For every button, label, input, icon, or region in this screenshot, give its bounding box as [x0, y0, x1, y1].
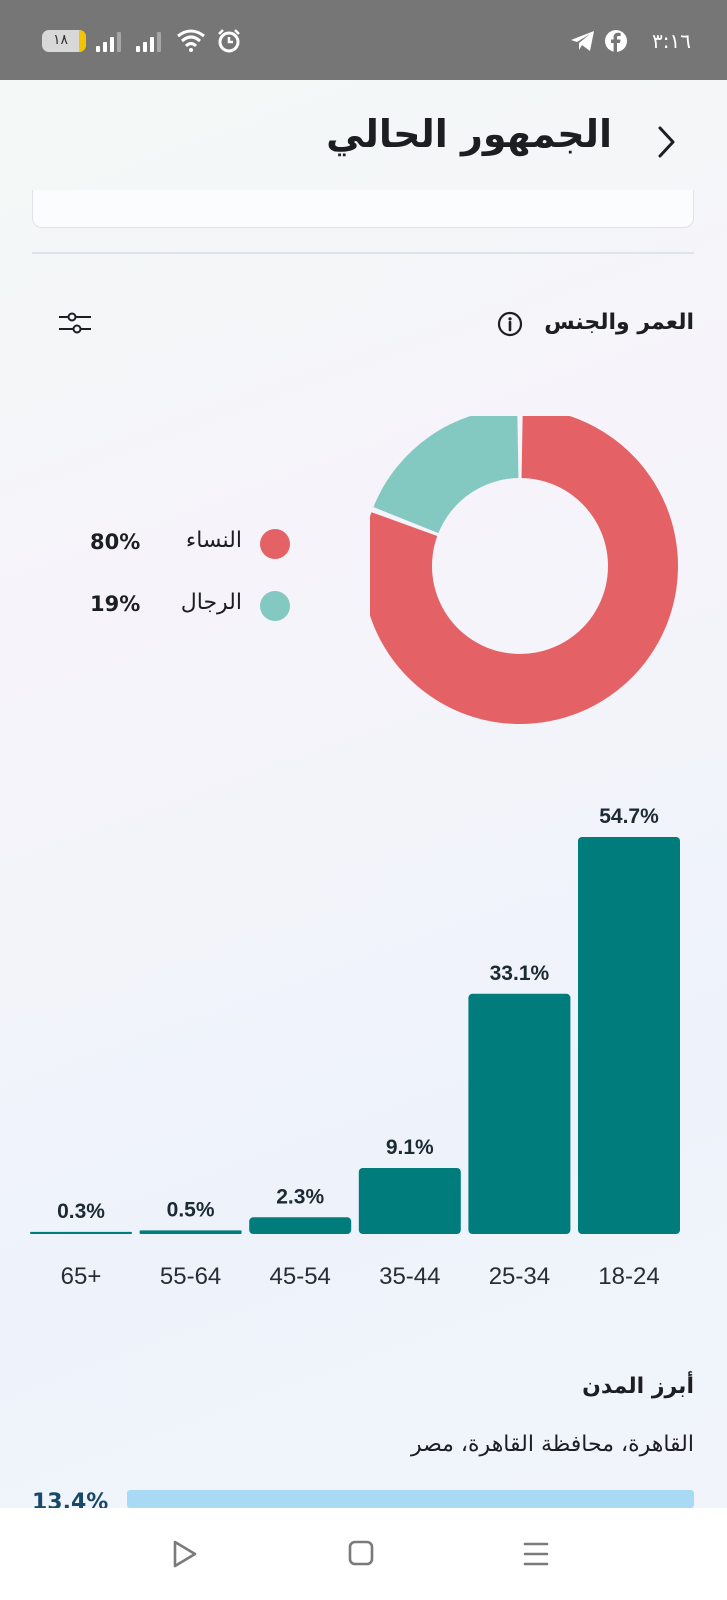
gender-donut-chart	[370, 416, 678, 724]
city-name: القاهرة، محافظة القاهرة، مصر	[410, 1432, 694, 1457]
legend-item-women: النساء 80%	[90, 526, 290, 560]
bar-45-54	[249, 1217, 352, 1234]
status-time: ٣:١٦	[652, 29, 691, 53]
home-square-icon[interactable]	[347, 1538, 375, 1568]
filter-sliders-icon[interactable]	[57, 312, 93, 334]
bar-category-label: 18-24	[598, 1263, 659, 1290]
bar-value-label: 2.3%	[276, 1185, 324, 1208]
signal-icon	[96, 30, 121, 52]
status-bar: ١٨ ٣:١٦	[0, 0, 727, 80]
donut-segment-men	[373, 416, 519, 534]
bar-25-34	[468, 993, 571, 1234]
bar-18-24	[578, 837, 680, 1234]
bar-55-64	[139, 1230, 242, 1234]
wifi-icon	[177, 29, 205, 52]
bar-value-label: 0.5%	[167, 1198, 215, 1221]
previous-card	[32, 190, 694, 228]
navigation-bar	[0, 1508, 727, 1600]
bar-value-label: 54.7%	[599, 805, 659, 828]
legend-value-women: 80%	[90, 530, 141, 554]
legend-label-women: النساء	[185, 528, 242, 553]
city-bar	[127, 1490, 694, 1508]
bar-value-label: 9.1%	[386, 1136, 434, 1159]
legend-value-men: 19%	[90, 592, 141, 616]
bar-category-label: 55-64	[160, 1263, 221, 1290]
page-title: الجمهور الحالي	[326, 112, 612, 156]
chevron-right-icon[interactable]	[651, 122, 681, 162]
divider	[32, 252, 694, 254]
donut-segment-women	[370, 416, 678, 724]
battery-icon: ١٨	[42, 30, 86, 52]
section-title: العمر والجنس	[544, 310, 694, 335]
legend-dot-women	[260, 529, 290, 559]
facebook-icon	[605, 30, 627, 53]
legend-dot-men	[260, 591, 290, 621]
cities-title: أبرز المدن	[582, 1374, 694, 1399]
bar-value-label: 33.1%	[490, 962, 550, 985]
info-icon[interactable]	[497, 311, 523, 337]
back-triangle-icon[interactable]	[170, 1538, 200, 1570]
age-bar-chart: 54.7% 18-24 33.1% 25-34 9.1% 35-44 2.3% 45-54 0.…	[30, 805, 680, 1290]
menu-icon[interactable]	[522, 1538, 550, 1570]
legend-item-men: الرجال 19%	[90, 588, 290, 622]
bar-category-label: 65+	[61, 1263, 102, 1290]
battery-level: ١٨	[52, 32, 69, 48]
bar-65+	[30, 1231, 132, 1234]
bar-category-label: 45-54	[270, 1263, 331, 1290]
bar-category-label: 25-34	[489, 1263, 550, 1290]
alarm-icon	[218, 29, 240, 53]
signal-icon	[136, 30, 161, 52]
header: الجمهور الحالي	[0, 80, 727, 200]
telegram-icon	[571, 31, 594, 51]
legend-label-men: الرجال	[180, 590, 242, 615]
bar-category-label: 35-44	[379, 1263, 440, 1290]
bar-35-44	[358, 1167, 461, 1234]
bar-value-label: 0.3%	[57, 1200, 105, 1223]
